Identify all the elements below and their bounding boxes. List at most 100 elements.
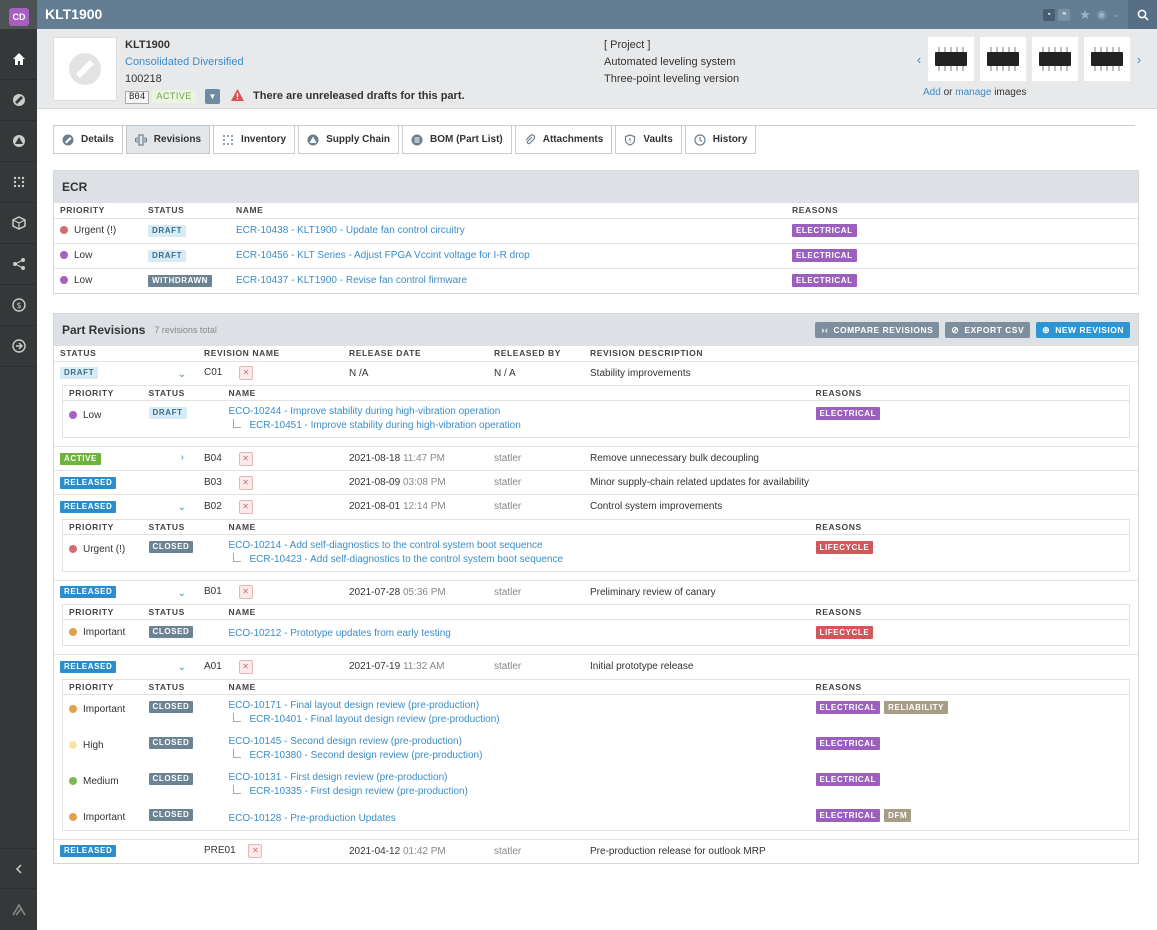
ecr-link[interactable]: ECR-10401 - Final layout design review (… [249, 713, 500, 725]
ecr-link[interactable]: ECR-10335 - First design review (pre-pro… [249, 785, 468, 797]
eco-link[interactable]: ECO-10145 - Second design review (pre-pr… [228, 735, 462, 747]
revision-row[interactable]: RELEASED PRE01 ✕ 2021-04-12 01:42 PM sta… [54, 838, 1138, 863]
table-row[interactable]: Important CLOSED ECO-10212 - Prototype u… [62, 619, 1130, 646]
compare-revisions-button[interactable]: ›‹ COMPARE REVISIONS [815, 322, 940, 338]
revision-row[interactable]: RELEASED ⌄ B01 ✕ 2021-07-28 05:36 PM stat… [54, 579, 1138, 604]
cost-icon[interactable]: $ [0, 285, 37, 326]
draft-warning: There are unreleased drafts for this par… [253, 90, 465, 102]
clock-icon [694, 133, 706, 146]
tab-bom[interactable]: BOM (Part List) [401, 125, 512, 154]
images-or-text: or [943, 87, 953, 98]
share-icon[interactable] [0, 244, 37, 285]
revision-row[interactable]: RELEASED B03 ✕ 2021-08-09 03:08 PM statl… [54, 470, 1138, 495]
revision-row[interactable]: DRAFT ⌄ C01 ✕ N /A N / A Stability improv… [54, 360, 1138, 385]
table-row[interactable]: Urgent (!) DRAFT ECR-10438 - KLT1900 - U… [54, 217, 1138, 243]
plus-icon: ⊕ [1042, 324, 1051, 335]
table-row[interactable]: Urgent (!) CLOSED ECO-10214 - Add self-d… [62, 533, 1130, 571]
chevron-right-icon[interactable]: › [180, 452, 184, 463]
table-row[interactable]: Important CLOSED ECO-10171 - Final layou… [62, 693, 1130, 731]
pdf-icon[interactable]: ✕ [239, 366, 254, 381]
attachment-icon [525, 133, 535, 144]
compare-icon: ›‹ [821, 325, 829, 335]
pdf-icon[interactable]: ✕ [238, 475, 253, 490]
chevron-down-icon[interactable]: ⌄ [1112, 9, 1120, 19]
revision-row[interactable]: ACTIVE › B04 ✕ 2021-08-18 11:47 PM statle… [54, 446, 1138, 471]
star-icon[interactable]: ★ [1079, 6, 1091, 22]
pdf-icon[interactable]: ✕ [238, 659, 253, 674]
status-badge: DRAFT [60, 367, 99, 380]
part-thumbnail[interactable] [53, 37, 117, 101]
ecr-link[interactable]: ECR-10451 - Improve stability during hig… [249, 420, 521, 431]
pdf-icon[interactable]: ✕ [238, 585, 253, 600]
revision-row[interactable]: RELEASED ⌄ A01 ✕ 2021-07-19 11:32 AM stat… [54, 654, 1138, 679]
tab-attachments[interactable]: Attachments [514, 125, 613, 154]
ecr-link[interactable]: ECR-10438 - KLT1900 - Update fan control… [236, 225, 465, 236]
ecr-link[interactable]: ECR-10437 - KLT1900 - Revise fan control… [236, 275, 468, 287]
chevron-left-icon[interactable]: ‹ [916, 51, 922, 67]
chevron-down-icon[interactable]: ⌄ [177, 662, 186, 673]
part-image[interactable] [980, 37, 1026, 81]
eco-link[interactable]: ECO-10131 - First design review (pre-pro… [228, 771, 448, 783]
part-image[interactable] [928, 37, 974, 81]
part-description-2: Three-point leveling version [604, 73, 740, 85]
project-label: [ Project ] [604, 39, 651, 51]
grid-view-icon[interactable]: ▪ [1043, 8, 1056, 21]
eco-subtable: PRIORITY STATUS NAME REASONS Urgent (!) CLO… [62, 518, 1130, 572]
parts-icon[interactable] [0, 80, 37, 121]
bom-icon [411, 134, 423, 145]
table-row[interactable]: Medium CLOSED ECO-10131 - First design r… [63, 767, 1130, 803]
tab-inventory[interactable]: Inventory [213, 125, 296, 154]
reason-badge: ELECTRICAL [792, 224, 857, 237]
pdf-icon[interactable]: ✕ [248, 844, 263, 859]
ecr-link[interactable]: ECR-10423 - Add self-diagnostics to the … [249, 553, 564, 565]
ecr-link[interactable]: ECR-10380 - Second design review (pre-pr… [249, 749, 483, 761]
revision-row[interactable]: RELEASED ⌄ B02 ✕ 2021-08-01 12:14 PM stat… [54, 494, 1138, 519]
chevron-down-icon[interactable]: ⌄ [177, 502, 186, 513]
tab-supply-chain[interactable]: Supply Chain [298, 125, 399, 154]
add-image-link[interactable]: Add [923, 87, 941, 98]
chevron-right-icon[interactable]: › [1136, 51, 1142, 67]
eco-link[interactable]: ECO-10244 - Improve stability during hig… [228, 406, 501, 417]
pdf-icon[interactable]: ✕ [238, 451, 253, 466]
assemblies-icon[interactable] [0, 121, 37, 162]
part-image[interactable] [1084, 37, 1130, 81]
tab-revisions[interactable]: Revisions [125, 125, 211, 154]
tab-details[interactable]: Details [53, 125, 123, 154]
eco-link[interactable]: ECO-10128 - Pre-production Updates [228, 812, 396, 824]
list-view-icon[interactable]: ≡ [1058, 8, 1071, 21]
eco-link[interactable]: ECO-10212 - Prototype updates from early… [228, 628, 451, 639]
chevron-down-icon[interactable]: ⌄ [177, 368, 186, 380]
package-icon[interactable] [0, 203, 37, 244]
table-row[interactable]: Low DRAFT ECR-10456 - KLT Series - Adjus… [54, 242, 1138, 268]
home-icon[interactable] [0, 39, 37, 80]
tab-history[interactable]: History [684, 125, 757, 154]
watch-icon[interactable]: ◉ [1096, 9, 1107, 21]
status-badge: DRAFT [148, 249, 187, 262]
revision-dropdown-button[interactable]: ▼ [204, 88, 220, 104]
part-image[interactable] [1032, 37, 1078, 81]
manage-images-link[interactable]: manage [955, 87, 992, 98]
export-csv-button[interactable]: ⊘ EXPORT CSV [945, 322, 1031, 338]
table-row[interactable]: High CLOSED ECO-10145 - Second design re… [63, 731, 1130, 767]
navigate-icon[interactable] [0, 326, 37, 367]
table-row[interactable]: Low DRAFT ECO-10244 - Improve stability … [62, 400, 1130, 438]
chevron-down-icon[interactable]: ⌄ [177, 587, 186, 599]
avatar[interactable]: CD [9, 8, 29, 26]
search-icon[interactable] [1128, 0, 1157, 29]
priority-dot [60, 226, 68, 234]
part-number: KLT1900 [125, 39, 171, 51]
new-revision-button[interactable]: ⊕ NEW REVISION [1036, 322, 1130, 338]
priority-dot [60, 276, 68, 285]
eco-link[interactable]: ECO-10214 - Add self-diagnostics to the … [228, 539, 543, 551]
column-header: REASONS [792, 205, 839, 216]
table-row[interactable]: Low WITHDRAWN ECR-10437 - KLT1900 - Revi… [54, 267, 1138, 293]
company-link[interactable]: Consolidated Diversified [125, 56, 244, 68]
pdf-icon[interactable]: ✕ [238, 499, 253, 514]
part-header: KLT1900 Consolidated Diversified 100218 … [37, 29, 1157, 109]
table-row[interactable]: Important CLOSED ECO-10128 - Pre-product… [63, 803, 1130, 831]
eco-link[interactable]: ECO-10171 - Final layout design review (… [228, 699, 480, 711]
tab-vaults[interactable]: Vaults [615, 125, 682, 154]
ecr-link[interactable]: ECR-10456 - KLT Series - Adjust FPGA Vcc… [236, 250, 530, 261]
collapse-icon[interactable] [0, 848, 37, 889]
inventory-icon[interactable] [0, 162, 37, 203]
